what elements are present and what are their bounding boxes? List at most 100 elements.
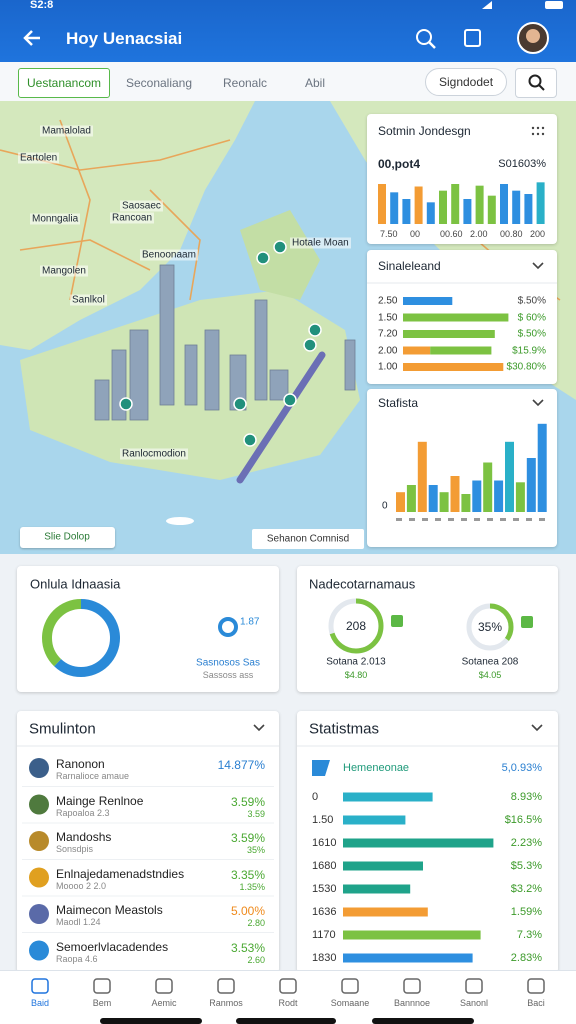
gauge-amount: $4.05: [478, 670, 502, 680]
row-value: 1.59%: [510, 906, 542, 918]
panel-title: Stafista: [378, 396, 419, 410]
tab-label[interactable]: Reonalc: [222, 76, 268, 90]
nav-label[interactable]: Sanonl: [459, 998, 489, 1008]
row-sub: Rapoaloa 2.3: [56, 807, 110, 818]
gauge-value: 35%: [477, 620, 503, 634]
nav-label[interactable]: Baid: [30, 998, 50, 1008]
nav-label[interactable]: Bem: [92, 998, 112, 1008]
tab[interactable]: [18, 68, 110, 98]
zoom-chip-label[interactable]: Slie Dolop: [44, 531, 90, 543]
row-name: Maimecon Meastols: [56, 903, 163, 917]
caption: Sasnosos Sas: [196, 657, 260, 669]
row-label: 1.00: [378, 361, 398, 373]
row-label: 7.20: [378, 328, 398, 340]
row-value: $16.5%: [504, 814, 542, 826]
row-name: Mandoshs: [56, 830, 112, 844]
row-name: Ranonon: [56, 757, 105, 771]
row-name: Semoerlvlacadendes: [56, 939, 169, 954]
row-label: 1610: [312, 837, 337, 849]
row-value: $5.3%: [510, 860, 542, 872]
row-value: $3.2%: [510, 883, 542, 895]
tick-label: 2.00: [470, 229, 488, 239]
tick-label: 00: [410, 229, 421, 239]
row-value: $15.9%: [512, 345, 546, 356]
row-name: Enlnajedamenadstndies: [56, 866, 185, 881]
row-sub: Raopa 4.6: [56, 953, 98, 964]
card-title: Smulinton: [29, 720, 96, 738]
row-value: 14.877%: [217, 758, 265, 772]
filter-button[interactable]: [425, 68, 507, 96]
map-label: Sanlkol: [70, 294, 107, 306]
panel-title: Sotmin Jondesgn: [378, 124, 471, 138]
sub-caption: Sassoss ass: [202, 670, 254, 680]
panel-value: S01603%: [498, 158, 546, 170]
gauge-caption: Sotana 2.013: [326, 656, 386, 668]
header-value: 5,0.93%: [501, 762, 542, 774]
card-title: Nadecotarnamaus: [309, 576, 416, 592]
row-name: Mainge Renlnoe: [56, 793, 144, 808]
row-sub-value: 35%: [246, 845, 265, 855]
nav-label[interactable]: Rodt: [278, 998, 298, 1008]
map-label: Saosaec: [120, 200, 163, 212]
row-value: 5.00%: [230, 904, 265, 918]
map-label: Ranlocmodion: [120, 448, 188, 460]
row-sub: Maodl 1.24: [56, 917, 101, 927]
panel-value: 00,pot4: [378, 157, 421, 171]
row-label: 0: [312, 791, 319, 803]
row-label: 1830: [312, 952, 337, 964]
tick-label: 00.60: [440, 229, 463, 239]
row-value: $ 60%: [517, 312, 546, 323]
gauge-value: 208: [345, 619, 367, 633]
status-time: S2:8: [30, 0, 54, 11]
tick-label: 7.50: [380, 229, 398, 239]
row-label: 1.50: [378, 312, 398, 323]
filter-button-label[interactable]: Signdodet: [438, 75, 494, 89]
map-label: Rancoan: [110, 212, 155, 224]
nav-label[interactable]: Bannnoe: [393, 998, 431, 1008]
row-label: 1680: [312, 860, 337, 872]
nav-label[interactable]: Baci: [527, 998, 545, 1008]
row-value: 3.35%: [230, 867, 265, 882]
row-sub-value: 2.80: [247, 918, 265, 928]
search-button[interactable]: [515, 68, 557, 98]
tick-label: 200: [530, 229, 546, 239]
tab-label[interactable]: Abil: [304, 76, 326, 90]
map-label: Hotale Moan: [290, 237, 351, 249]
zoom-chip[interactable]: [20, 527, 115, 548]
map-label: Mangolen: [40, 265, 88, 277]
map-label: Benoonaam: [140, 249, 198, 261]
nav-label[interactable]: Aemic: [151, 998, 177, 1008]
row-value: $30.80%: [506, 361, 546, 373]
screen-title: Hoy Uenacsiai: [66, 29, 183, 48]
row-value: $.50%: [517, 328, 546, 340]
map-label: Eartolen: [18, 152, 60, 164]
row-sub-value: 2.60: [247, 954, 265, 965]
stats-panel: [367, 389, 557, 547]
row-value: 2.83%: [510, 952, 542, 964]
map-label: Monngalia: [30, 213, 81, 225]
row-label: 1170: [312, 929, 336, 941]
footer-chip-label[interactable]: Sehanon Comnisd: [266, 533, 350, 545]
row-value: 8.93%: [510, 791, 542, 803]
map-label: Mamalolad: [40, 125, 93, 137]
card-title: Onlula Idnaasia: [30, 576, 121, 592]
badge-value: 1.87: [240, 616, 260, 628]
footer-chip[interactable]: [252, 529, 364, 549]
row-label: 1.50: [312, 814, 334, 826]
tab-label[interactable]: Uestanancom: [26, 76, 102, 90]
row-sub-value: 1.35%: [239, 881, 265, 892]
card-title: Statistmas: [309, 720, 380, 738]
row-sub: Rarnalioce amaue: [56, 771, 130, 781]
axis-label: 0: [382, 500, 388, 512]
gauge-amount: $4.80: [344, 670, 368, 680]
tab-label[interactable]: Seconaliang: [125, 76, 193, 90]
panel-title: Sinaleleand: [378, 259, 441, 273]
row-label: 2.00: [378, 345, 398, 356]
nav-label[interactable]: Somaane: [330, 998, 370, 1008]
row-sub: Sonsdpis: [56, 844, 94, 854]
row-value: 2.23%: [510, 837, 542, 849]
row-value: $.50%: [517, 295, 546, 307]
nav-label[interactable]: Ranmos: [209, 998, 243, 1008]
row-value: 3.53%: [230, 940, 265, 955]
